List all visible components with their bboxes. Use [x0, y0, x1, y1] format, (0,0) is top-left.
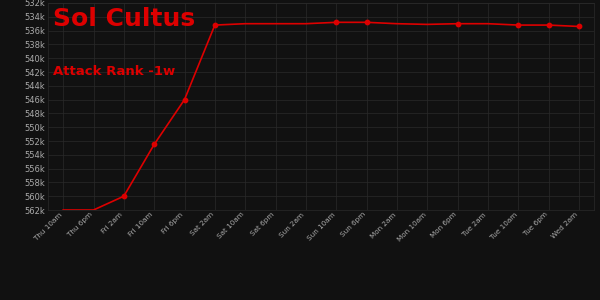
Point: [514, 23, 523, 28]
Point: [574, 24, 584, 29]
Point: [453, 21, 463, 26]
Point: [362, 20, 371, 25]
Point: [149, 142, 159, 147]
Point: [331, 20, 341, 25]
Point: [180, 97, 190, 102]
Text: Sol Cultus: Sol Cultus: [53, 7, 196, 31]
Point: [119, 194, 128, 199]
Point: [210, 23, 220, 28]
Point: [544, 23, 553, 28]
Text: Attack Rank -1w: Attack Rank -1w: [53, 65, 176, 78]
